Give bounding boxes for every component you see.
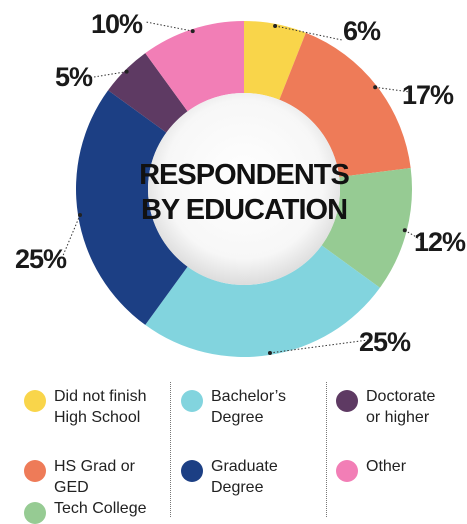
legend-label: Other: [366, 458, 407, 475]
legend-item-other: Other: [336, 456, 467, 482]
percent-label: 5%: [55, 62, 93, 92]
leader-lines: [61, 21, 424, 355]
legend-label: Tech College: [54, 500, 147, 517]
chart-title-line1: RESPONDENTS: [139, 159, 349, 191]
legend-label: HS Grad or GED: [54, 458, 135, 496]
leader-line: [145, 21, 193, 32]
leader-line: [375, 86, 411, 93]
legend-label: Did not finish High School: [54, 388, 147, 426]
percent-label: 12%: [414, 227, 466, 257]
donut-slice-7: [145, 21, 244, 112]
legend-swatch: [181, 390, 203, 412]
legend-item-did-not-finish: Did not finish High School: [24, 386, 164, 428]
donut-slices: [75, 21, 412, 358]
legend-divider: [170, 382, 171, 517]
leader-line: [269, 339, 369, 354]
legend-swatch: [181, 460, 203, 482]
legend-swatch: [24, 390, 46, 412]
leader-dot: [402, 228, 407, 233]
percent-label: 25%: [359, 327, 411, 357]
leader-line: [275, 25, 343, 41]
legend-item-doctorate: Doctorate or higher: [336, 386, 467, 428]
leader-dot: [267, 350, 272, 355]
legend-label: Graduate Degree: [211, 458, 278, 496]
donut-slice-4: [145, 245, 380, 358]
percent-label: 17%: [402, 80, 454, 110]
legend-swatch: [24, 460, 46, 482]
legend-label: Bachelor’s Degree: [211, 388, 287, 426]
legend-item-hs-grad: HS Grad or GED: [24, 456, 164, 498]
legend-swatch: [336, 460, 358, 482]
legend-item-graduate: Graduate Degree: [181, 456, 321, 498]
percent-labels: 6% 17% 12% 25% 25% 5% 10%: [15, 9, 467, 357]
legend-swatch: [24, 502, 46, 524]
donut-slice-5: [75, 90, 188, 325]
legend-item-bachelors: Bachelor’s Degree: [181, 386, 321, 428]
chart-title-line2: BY EDUCATION: [141, 194, 347, 226]
percent-label: 6%: [343, 16, 381, 46]
legend-divider: [326, 382, 327, 517]
legend-item-tech-college: Tech College: [24, 498, 164, 524]
leader-dot: [273, 23, 278, 28]
legend-label: Doctorate or higher: [366, 388, 436, 426]
leader-line: [404, 229, 424, 242]
leader-dot: [78, 212, 83, 217]
legend: Did not finish High School HS Grad or GED…: [0, 372, 467, 524]
donut-hole: [148, 93, 340, 285]
donut-slice-1: [244, 21, 306, 100]
leader-dot: [373, 85, 378, 90]
leader-dot: [124, 69, 129, 74]
leader-line: [61, 214, 81, 259]
leader-line: [87, 71, 127, 79]
percent-label: 10%: [91, 9, 143, 39]
leader-dot: [190, 29, 195, 34]
donut-chart: RESPONDENTS BY EDUCATION 6% 17% 12% 25% 25% 5…: [15, 9, 467, 358]
percent-label: 25%: [15, 244, 67, 274]
donut-slice-2: [279, 32, 411, 177]
donut-slice-3: [321, 167, 412, 288]
legend-swatch: [336, 390, 358, 412]
